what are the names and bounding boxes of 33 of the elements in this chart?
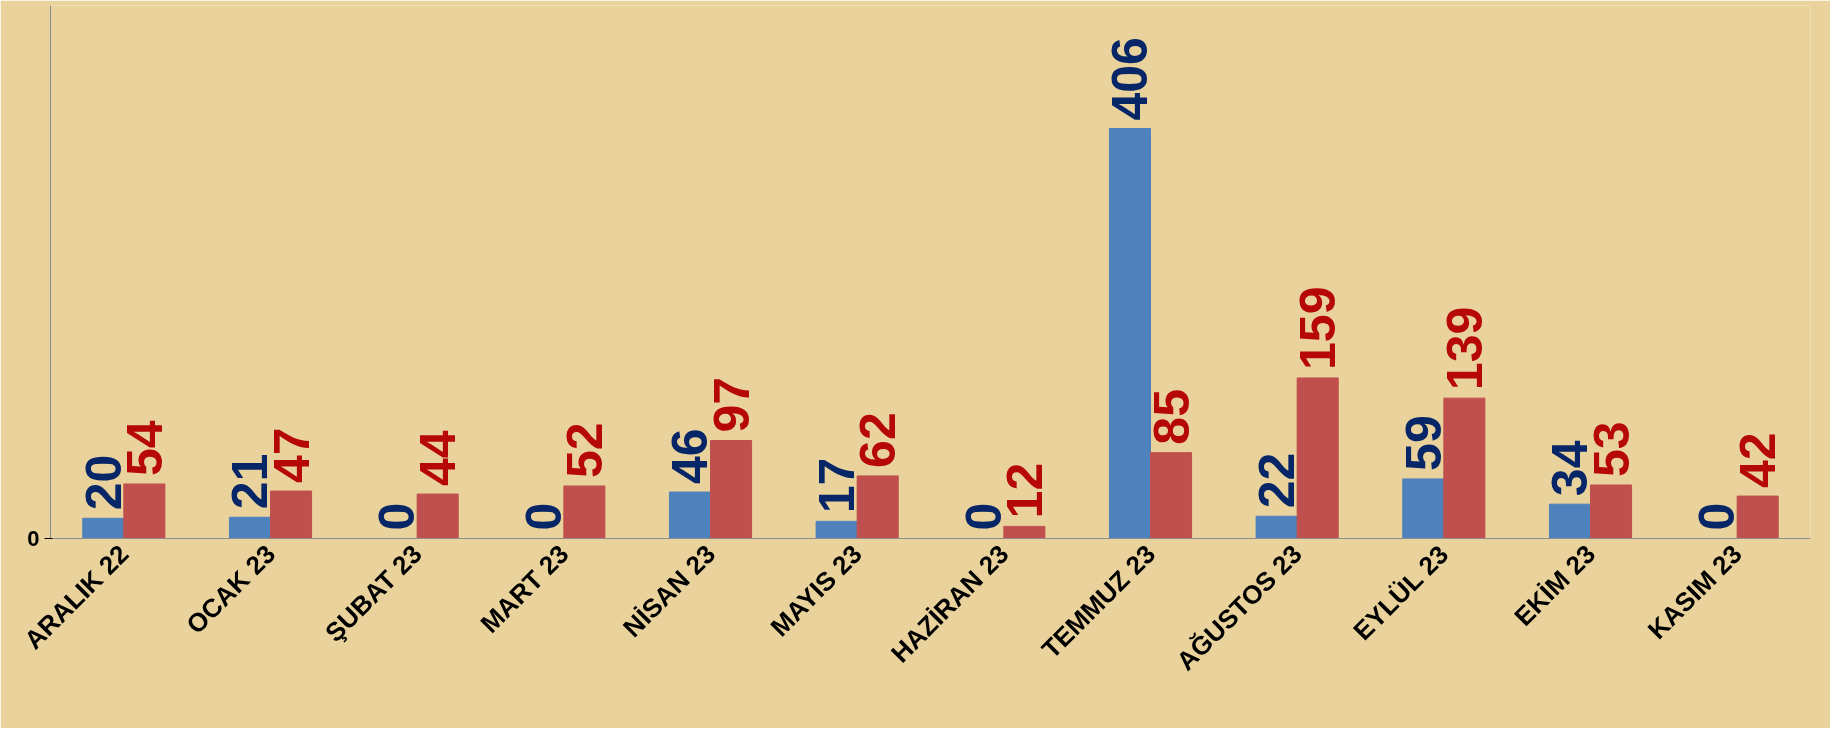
data-label: 52 [556,422,613,478]
data-label: 42 [1730,432,1787,489]
bar [1402,478,1445,539]
data-label: 139 [1436,306,1493,391]
bar [1003,525,1046,539]
bar [1150,452,1193,539]
bar [1108,128,1151,539]
bar [82,517,125,539]
bar [123,483,166,539]
data-label: 22 [1249,452,1306,509]
bar [228,516,271,539]
data-label: 0 [1689,502,1746,531]
bar [1443,397,1486,539]
bar [1548,503,1591,539]
bar [1296,377,1339,539]
data-label: 85 [1143,389,1200,445]
data-label: 159 [1290,286,1347,370]
bar [1255,515,1298,539]
data-label: 44 [410,430,467,487]
data-label: 406 [1102,37,1159,121]
bar [270,490,313,539]
bar [563,485,606,539]
bar [1590,484,1633,539]
data-label: 59 [1395,415,1452,471]
text: 0 [27,526,40,551]
bar [668,491,711,539]
bar [856,475,899,539]
bar [416,493,459,539]
bar [710,440,753,539]
data-label: 0 [515,502,572,531]
bar [815,520,858,539]
bar [1736,495,1779,539]
data-label: 0 [369,502,426,531]
